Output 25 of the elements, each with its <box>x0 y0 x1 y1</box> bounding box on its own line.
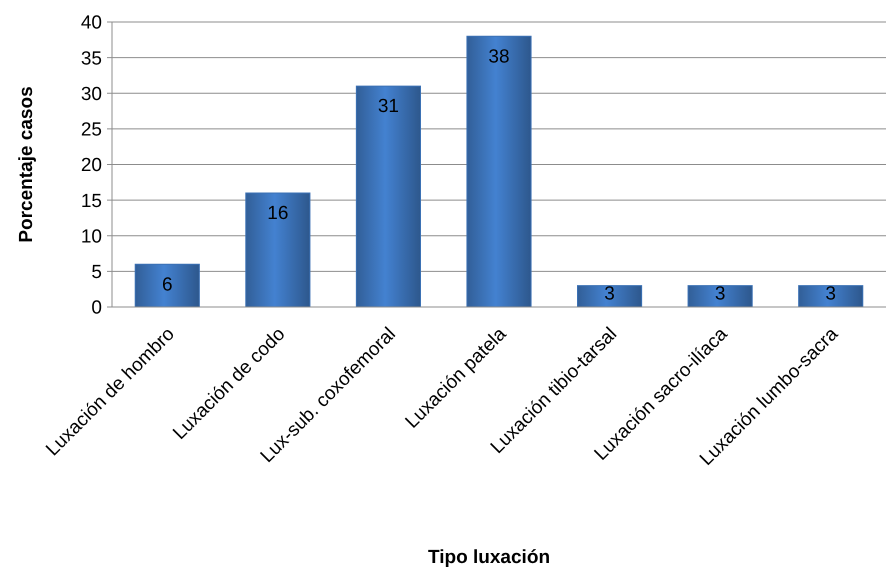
data-label: 31 <box>378 96 399 118</box>
bar <box>245 192 310 308</box>
bar <box>134 264 200 308</box>
data-label: 38 <box>488 46 510 68</box>
y-tick-label: 10 <box>80 226 102 248</box>
data-label: 3 <box>714 284 726 305</box>
y-tick-label: 20 <box>80 155 102 176</box>
bar <box>466 36 532 308</box>
y-tick-label: 25 <box>80 120 102 141</box>
data-label: 3 <box>825 284 836 305</box>
bar <box>798 285 864 308</box>
bar <box>688 285 753 308</box>
bar <box>356 86 421 308</box>
y-axis-title: Porcentaje casos <box>16 86 37 243</box>
y-tick-label: 5 <box>91 262 102 284</box>
x-axis-title: Tipo luxación <box>428 547 550 568</box>
bar <box>577 285 642 308</box>
y-tick-label: 0 <box>91 298 102 319</box>
data-label: 16 <box>267 203 288 224</box>
data-label: 6 <box>162 274 173 296</box>
y-tick-label: 30 <box>80 84 102 105</box>
y-tick-label: 35 <box>80 48 102 70</box>
y-tick-label: 40 <box>80 12 102 34</box>
data-label: 3 <box>604 284 615 305</box>
y-tick-label: 15 <box>80 190 102 212</box>
